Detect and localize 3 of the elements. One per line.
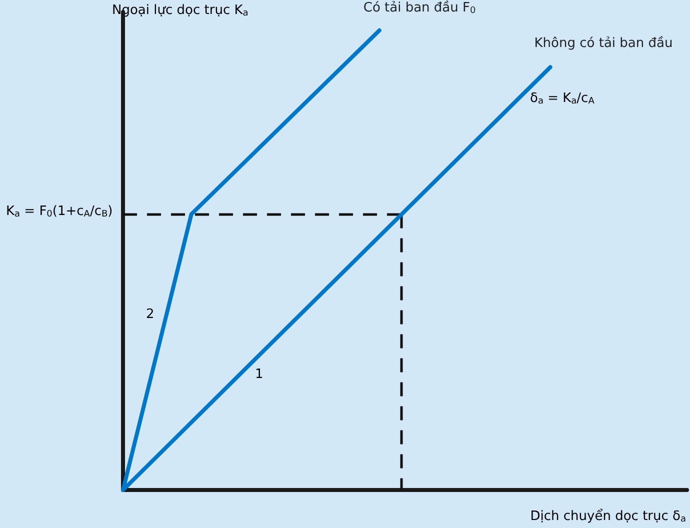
- annotation: 1: [255, 367, 264, 382]
- annotation: 2: [146, 307, 154, 322]
- series-label: Không có tải ban đầu: [534, 35, 673, 52]
